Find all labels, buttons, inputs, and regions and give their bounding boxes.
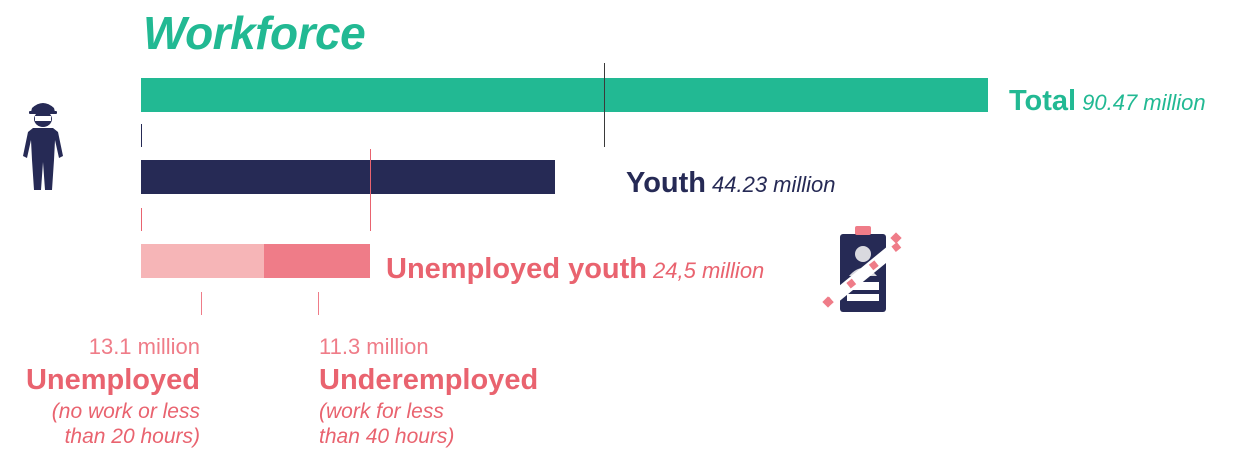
segment-underemployed-value: 11.3 million bbox=[319, 334, 429, 359]
total-youth-guide bbox=[604, 63, 605, 147]
bar-youth bbox=[141, 160, 556, 194]
segment-underemployed-name: Underemployed bbox=[319, 364, 539, 396]
crossed-id-badge-icon bbox=[818, 220, 918, 320]
total-start-tick bbox=[141, 124, 142, 147]
label-youth-name: Youth bbox=[626, 167, 706, 199]
underemployed-callout-tick bbox=[318, 292, 319, 315]
chart-title: Workforce bbox=[143, 7, 366, 59]
label-unemployed-youth: Unemployed youth 24,5 million bbox=[386, 255, 764, 284]
unemployed-callout-tick bbox=[201, 292, 202, 315]
segment-underemployed-note: (work for less than 40 hours) bbox=[319, 400, 455, 449]
label-total: Total 90.47 million bbox=[1009, 87, 1206, 116]
label-unemployed-youth-value: 24,5 million bbox=[653, 258, 765, 283]
youth-unemployed-guide bbox=[370, 149, 371, 231]
segment-unemployed: 13.1 million Unemployed (no work or less… bbox=[0, 336, 200, 449]
worker-icon bbox=[20, 98, 66, 192]
bar-underemployed-segment bbox=[264, 244, 371, 278]
label-unemployed-youth-name: Unemployed youth bbox=[386, 253, 648, 285]
segment-underemployed: 11.3 million Underemployed (work for les… bbox=[319, 336, 579, 449]
segment-unemployed-value: 13.1 million bbox=[88, 334, 200, 359]
bar-unemployed-segment bbox=[141, 244, 265, 278]
bar-total bbox=[141, 78, 988, 112]
youth-start-tick bbox=[141, 208, 142, 231]
label-total-value: 90.47 million bbox=[1082, 90, 1206, 115]
label-total-name: Total bbox=[1009, 85, 1077, 117]
segment-unemployed-name: Unemployed bbox=[25, 364, 200, 396]
segment-unemployed-note: (no work or less than 20 hours) bbox=[51, 400, 200, 449]
label-youth: Youth 44.23 million bbox=[626, 169, 836, 198]
label-youth-value: 44.23 million bbox=[712, 172, 836, 197]
